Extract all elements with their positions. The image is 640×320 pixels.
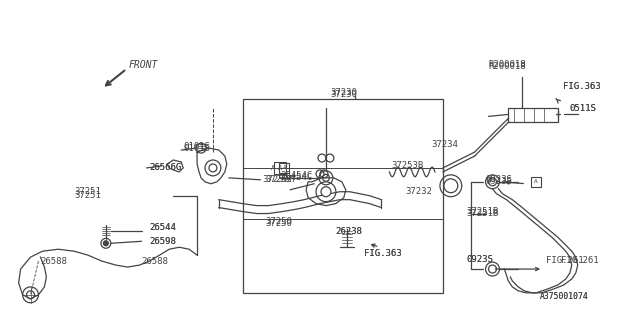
Bar — [531, 177, 541, 187]
Text: FIG.363: FIG.363 — [563, 82, 600, 91]
Text: 37230: 37230 — [330, 90, 356, 99]
Text: 37252F: 37252F — [266, 175, 298, 184]
Text: 37251: 37251 — [74, 191, 101, 200]
Text: 37251: 37251 — [74, 187, 101, 196]
Text: 26454C: 26454C — [280, 172, 312, 180]
Text: 0923S: 0923S — [486, 175, 513, 184]
Circle shape — [321, 187, 331, 197]
Text: 37251B: 37251B — [467, 209, 499, 218]
Circle shape — [209, 164, 217, 172]
Text: FRONT: FRONT — [129, 60, 158, 70]
Text: 26598: 26598 — [150, 237, 177, 246]
Text: 26544: 26544 — [150, 223, 177, 232]
Text: 37251B: 37251B — [467, 207, 499, 216]
Text: 26238: 26238 — [335, 227, 362, 236]
Text: A: A — [534, 179, 538, 184]
Text: 26454C: 26454C — [280, 173, 312, 182]
Text: A: A — [271, 165, 275, 171]
Bar — [279, 163, 289, 173]
Text: 37252F: 37252F — [262, 175, 295, 184]
Text: 37250: 37250 — [266, 219, 292, 228]
Text: 0101S: 0101S — [183, 142, 210, 151]
Bar — [508, 108, 558, 122]
Text: R200018: R200018 — [488, 62, 526, 71]
Text: 37253B: 37253B — [392, 162, 424, 171]
Bar — [275, 162, 286, 174]
Text: A: A — [278, 165, 282, 171]
Text: 0923S: 0923S — [467, 255, 493, 264]
Text: 0101S: 0101S — [183, 144, 210, 153]
Text: 26566G: 26566G — [150, 164, 182, 172]
Text: 0511S: 0511S — [570, 104, 596, 113]
Text: 0511S: 0511S — [570, 104, 596, 113]
Text: 26544: 26544 — [150, 223, 177, 232]
Text: 37234: 37234 — [431, 140, 458, 148]
Text: R200018: R200018 — [488, 60, 526, 69]
Text: 26566G: 26566G — [150, 164, 182, 172]
Text: FIG.363: FIG.363 — [364, 249, 401, 258]
Text: 26238: 26238 — [335, 227, 362, 236]
Text: 26588: 26588 — [141, 257, 168, 266]
Text: FIG.261: FIG.261 — [546, 256, 584, 265]
Text: 37250: 37250 — [266, 217, 292, 226]
Text: 0923S: 0923S — [486, 177, 513, 186]
Text: 0923S: 0923S — [467, 255, 493, 264]
Text: 26588: 26588 — [40, 257, 67, 266]
Text: FIG.261: FIG.261 — [561, 256, 598, 265]
Circle shape — [104, 241, 108, 246]
Text: FIG.363: FIG.363 — [364, 249, 401, 258]
Text: 37232: 37232 — [405, 187, 432, 196]
Text: A375001074: A375001074 — [540, 292, 589, 301]
Text: A: A — [282, 165, 286, 171]
Text: FIG.363: FIG.363 — [563, 82, 600, 91]
Text: A375001074: A375001074 — [540, 292, 589, 301]
Text: 26598: 26598 — [150, 237, 177, 246]
Bar — [243, 99, 443, 293]
Text: 37230: 37230 — [330, 88, 356, 97]
